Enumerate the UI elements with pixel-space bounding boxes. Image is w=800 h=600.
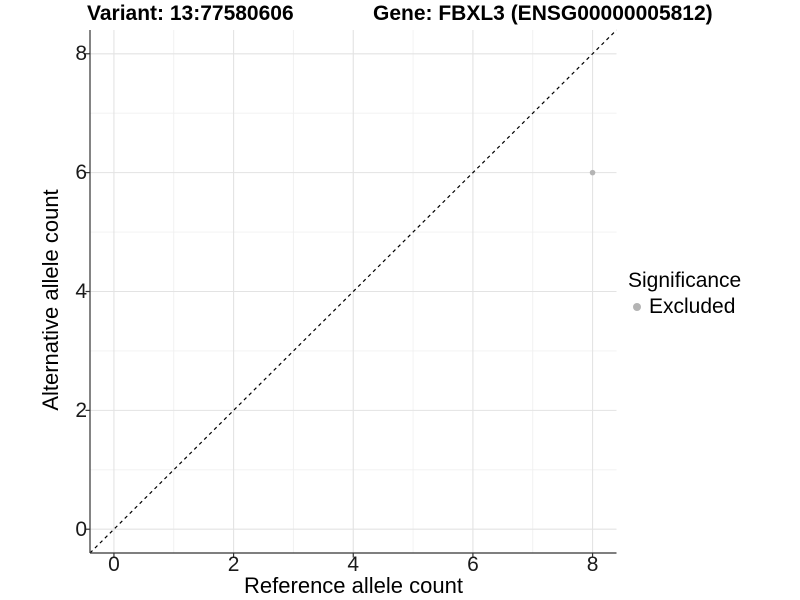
y-tick-label: 8 <box>75 42 87 66</box>
x-axis-title: Reference allele count <box>244 573 463 598</box>
y-axis-title: Alternative allele count <box>38 189 63 411</box>
plot-title-variant: Variant: 13:77580606 <box>87 2 294 25</box>
y-tick-label: 0 <box>75 517 87 541</box>
data-point <box>589 169 596 176</box>
x-tick-label: 2 <box>227 553 240 576</box>
x-tick-label: 8 <box>586 553 599 576</box>
legend-item-label: Excluded <box>649 294 736 318</box>
identity-line <box>89 29 617 554</box>
y-tick-label: 4 <box>75 280 87 303</box>
y-tick-label: 2 <box>75 398 87 422</box>
y-tick-label: 6 <box>75 161 87 185</box>
x-tick-label: 6 <box>467 553 479 576</box>
x-tick-label: 0 <box>108 553 120 576</box>
x-tick-label: 4 <box>347 553 360 576</box>
legend: Significance Excluded <box>628 268 741 319</box>
legend-key-dot <box>633 302 641 311</box>
legend-title: Significance <box>628 269 742 292</box>
plot-title-gene: Gene: FBXL3 (ENSG00000005812) <box>373 2 713 25</box>
legend-item-excluded: Excluded <box>628 294 741 319</box>
